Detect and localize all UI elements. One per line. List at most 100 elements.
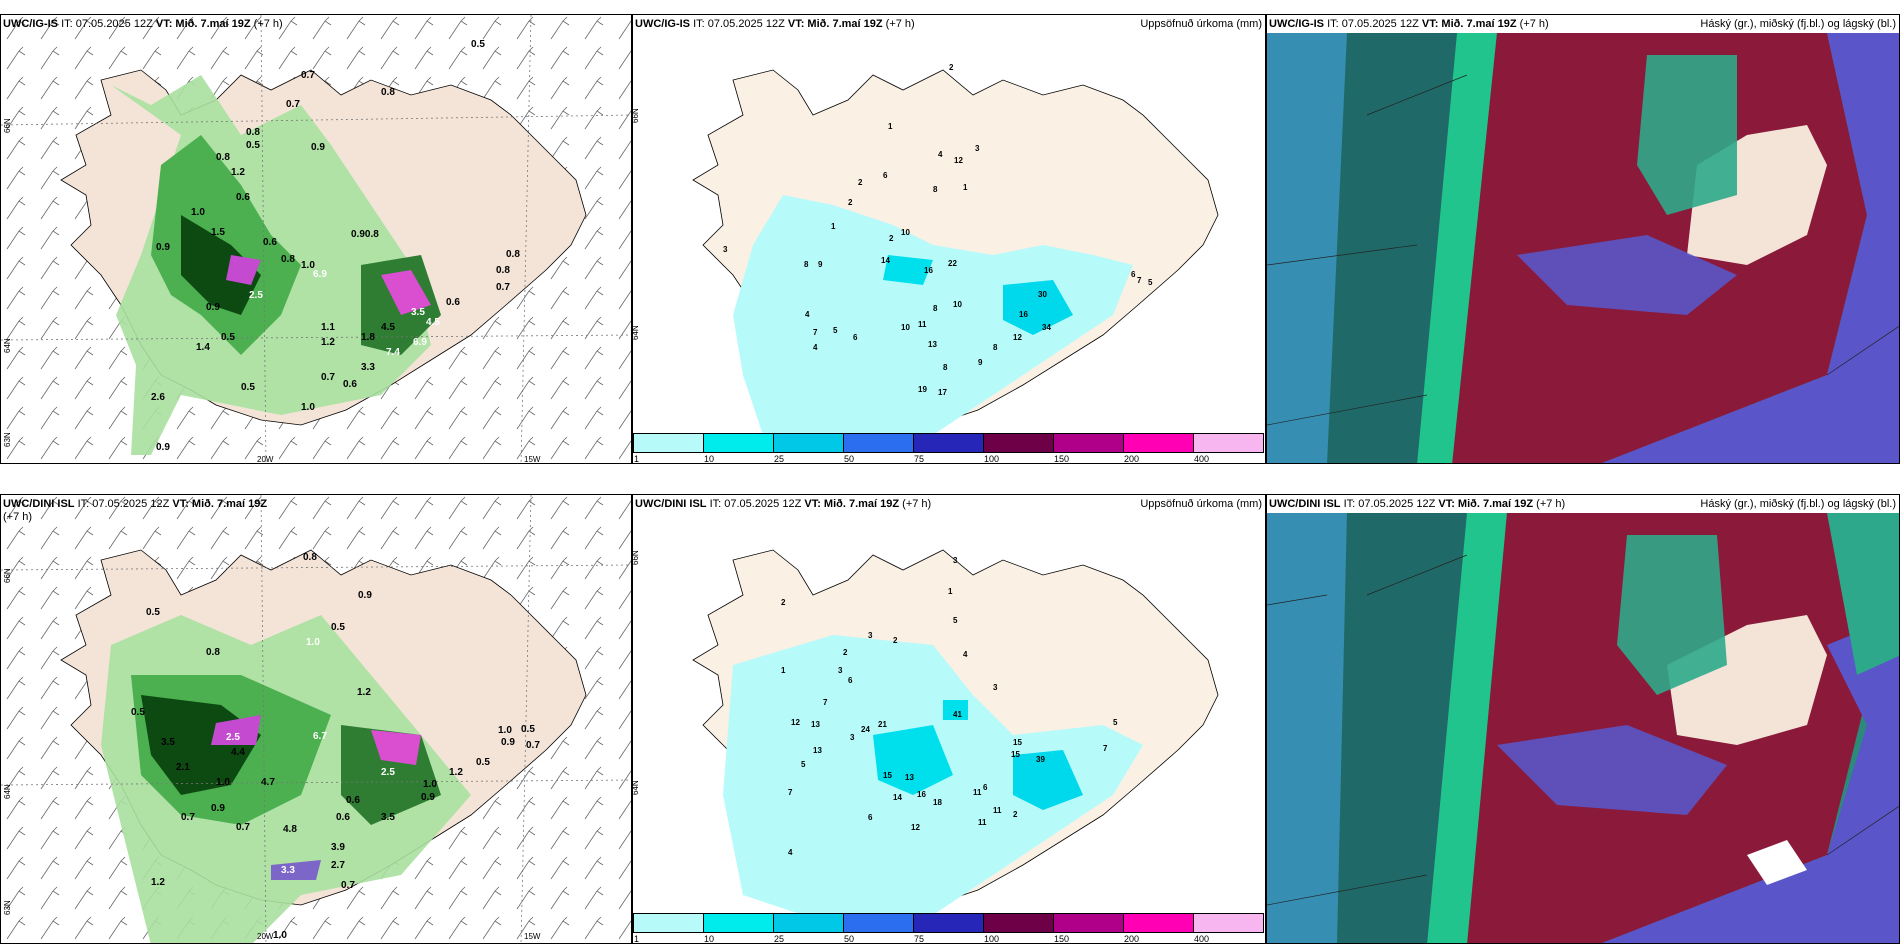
svg-text:3.3: 3.3 xyxy=(361,362,375,373)
colorbar-label: 1 xyxy=(634,934,640,944)
svg-text:1.2: 1.2 xyxy=(449,767,463,778)
cloud-panel-top[interactable]: UWC/IG-IS IT: 07.05.2025 12Z VT: Mið. 7.… xyxy=(1266,14,1900,464)
svg-text:7.4: 7.4 xyxy=(386,347,400,358)
gust-area-pink2 xyxy=(211,715,261,745)
colorbar-label: 400 xyxy=(1194,934,1210,944)
svg-text:0.7: 0.7 xyxy=(496,282,510,293)
lat-label: 63N xyxy=(3,432,12,447)
svg-text:1.0: 1.0 xyxy=(191,207,205,218)
svg-text:5: 5 xyxy=(953,616,958,625)
colorbar-bin xyxy=(913,913,984,933)
svg-text:0.5: 0.5 xyxy=(131,707,145,718)
colorbar-label: 10 xyxy=(704,454,715,464)
svg-text:0.5: 0.5 xyxy=(241,382,255,393)
wind-panel-bottom[interactable]: UWC/DINI ISL IT: 07.05.2025 12Z VT: Mið.… xyxy=(0,494,632,944)
svg-text:9: 9 xyxy=(978,358,983,367)
svg-text:0.9: 0.9 xyxy=(206,302,220,313)
precip-colorbar: 1 10 25 50 75 100 150 200 400 xyxy=(633,433,1265,464)
svg-text:11: 11 xyxy=(993,806,1002,815)
lat-label: 64N xyxy=(632,325,640,340)
svg-text:2: 2 xyxy=(1013,810,1018,819)
lat-label: 63N xyxy=(3,900,12,915)
lat-label: 66N xyxy=(632,550,640,565)
svg-text:0.7: 0.7 xyxy=(321,372,335,383)
svg-text:0.7: 0.7 xyxy=(341,880,355,891)
svg-text:4: 4 xyxy=(938,150,943,159)
svg-text:0.90.8: 0.90.8 xyxy=(351,229,379,240)
svg-text:1: 1 xyxy=(888,122,893,131)
svg-text:3: 3 xyxy=(953,556,958,565)
cloud-low-band xyxy=(1267,513,1347,943)
svg-text:1.1: 1.1 xyxy=(321,322,335,333)
colorbar-label: 10 xyxy=(704,934,715,944)
lat-label: 66N xyxy=(632,108,640,123)
svg-text:5: 5 xyxy=(1113,718,1118,727)
colorbar-label: 25 xyxy=(774,454,785,464)
svg-text:6: 6 xyxy=(1131,270,1136,279)
svg-text:6: 6 xyxy=(868,813,873,822)
colorbar-label: 200 xyxy=(1124,934,1140,944)
precip-area-mid3 xyxy=(943,700,968,720)
colorbar-bin xyxy=(983,433,1054,453)
cloud-mid-edge xyxy=(1427,513,1507,943)
svg-text:12: 12 xyxy=(1013,333,1022,342)
precip-panel-bottom[interactable]: UWC/DINI ISL IT: 07.05.2025 12Z VT: Mið.… xyxy=(632,494,1266,944)
svg-text:5: 5 xyxy=(1148,278,1153,287)
coast-line xyxy=(1267,74,1899,426)
svg-text:13: 13 xyxy=(928,340,937,349)
svg-text:0.8: 0.8 xyxy=(496,265,510,276)
field-title: Háský (gr.), miðský (fj.bl.) og lágský (… xyxy=(1700,18,1896,30)
cloud-high-area xyxy=(1467,513,1867,943)
svg-text:3.3: 3.3 xyxy=(281,865,295,876)
svg-text:5: 5 xyxy=(801,760,806,769)
svg-text:13: 13 xyxy=(813,746,822,755)
svg-text:0.8: 0.8 xyxy=(381,87,395,98)
svg-text:2: 2 xyxy=(889,234,894,243)
svg-text:0.6: 0.6 xyxy=(236,192,250,203)
gust-area-pink xyxy=(381,270,431,315)
precip-panel-top[interactable]: UWC/IG-IS IT: 07.05.2025 12Z VT: Mið. 7.… xyxy=(632,14,1266,464)
svg-text:0.7: 0.7 xyxy=(286,99,300,110)
gust-values: 0.8 0.9 0.5 1.0 0.5 0.8 0.5 1.2 3.5 2.1 … xyxy=(131,552,540,941)
svg-text:12: 12 xyxy=(911,823,920,832)
svg-text:0.5: 0.5 xyxy=(471,39,485,50)
svg-text:1: 1 xyxy=(831,222,836,231)
precip-map: 3 1 2 5 3 2 4 2 1 3 6 3 7 12 13 24 21 41… xyxy=(692,549,1219,915)
svg-text:1.0: 1.0 xyxy=(301,402,315,413)
panel-title: UWC/DINI ISL IT: 07.05.2025 12Z VT: Mið.… xyxy=(635,498,932,510)
panel-title: UWC/IG-IS IT: 07.05.2025 12Z VT: Mið. 7.… xyxy=(635,18,915,30)
precip-area-mid xyxy=(873,725,953,795)
svg-text:0.9: 0.9 xyxy=(156,242,170,253)
colorbar-label: 100 xyxy=(984,934,1000,944)
svg-text:3: 3 xyxy=(975,144,980,153)
precip-area-mid xyxy=(1003,280,1073,335)
cloud-panel-bottom[interactable]: UWC/DINI ISL IT: 07.05.2025 12Z VT: Mið.… xyxy=(1266,494,1900,944)
svg-text:10: 10 xyxy=(901,323,910,332)
svg-text:10: 10 xyxy=(901,228,910,237)
svg-text:4.4: 4.4 xyxy=(231,747,245,758)
colorbar-bin xyxy=(633,913,704,933)
svg-text:1: 1 xyxy=(948,587,953,596)
svg-text:16: 16 xyxy=(924,266,933,275)
svg-text:0.8: 0.8 xyxy=(281,254,295,265)
svg-text:1.2: 1.2 xyxy=(231,167,245,178)
colorbar-label: 200 xyxy=(1124,454,1140,464)
lat-label: 66N xyxy=(3,568,12,583)
svg-text:1.0: 1.0 xyxy=(498,725,512,736)
svg-text:2.6: 2.6 xyxy=(151,392,165,403)
cloud-map xyxy=(1267,513,1899,943)
colorbar-label: 75 xyxy=(914,934,925,944)
svg-text:0.7: 0.7 xyxy=(181,812,195,823)
svg-text:1.2: 1.2 xyxy=(151,877,165,888)
colorbar-label: 150 xyxy=(1054,934,1070,944)
svg-text:0.9: 0.9 xyxy=(358,590,372,601)
gust-values: 0.5 0.7 0.7 0.8 0.8 0.5 0.9 0.8 1.2 0.6 … xyxy=(151,39,520,453)
svg-text:10: 10 xyxy=(953,300,962,309)
svg-text:1.2: 1.2 xyxy=(357,687,371,698)
svg-text:3.5: 3.5 xyxy=(411,307,425,318)
wind-panel-top[interactable]: UWC/IG-IS IT: 07.05.2025 12Z VT: Mið. 7.… xyxy=(0,14,632,464)
lat-label: 66N xyxy=(3,118,12,133)
svg-text:0.5: 0.5 xyxy=(146,607,160,618)
colorbar-bin xyxy=(703,913,774,933)
svg-text:3.5: 3.5 xyxy=(381,812,395,823)
